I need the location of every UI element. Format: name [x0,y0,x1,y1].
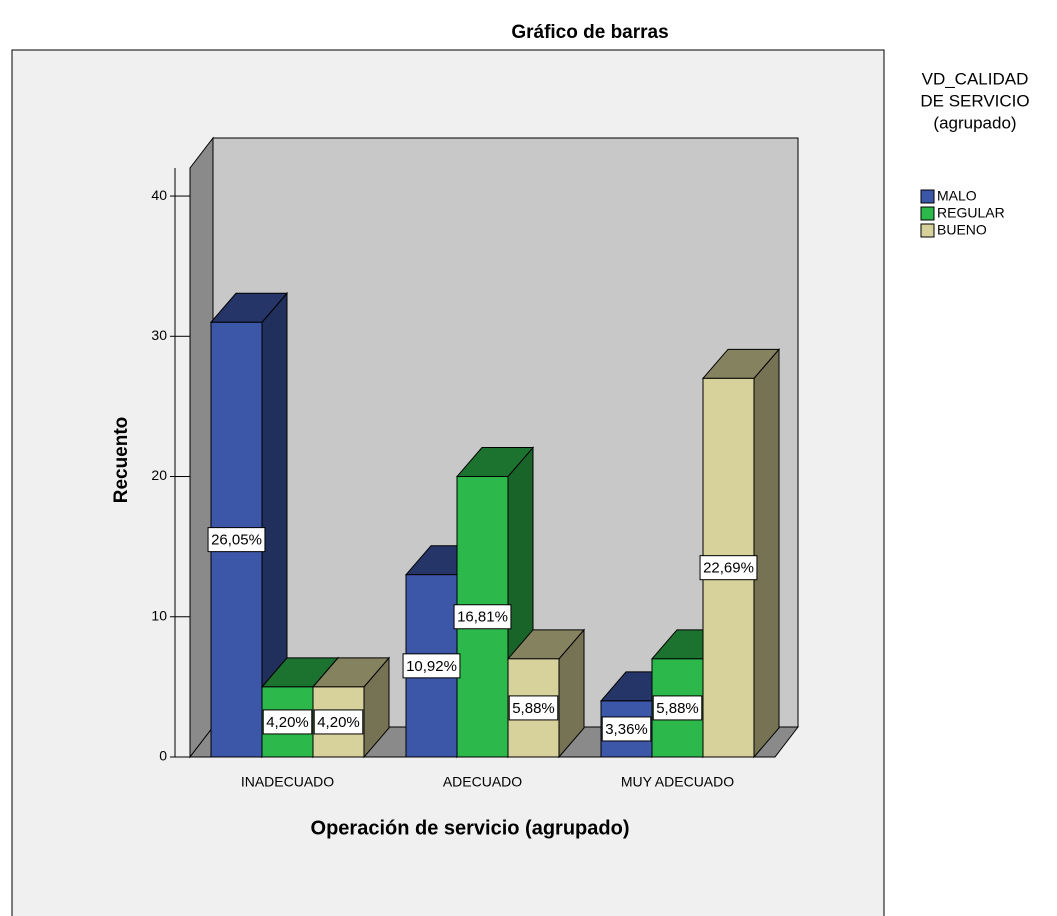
bar [701,348,781,759]
data-label-box [262,709,313,735]
y-tick-label: 0 [159,748,167,764]
side-wall [189,136,214,759]
legend-title: VD_CALIDAD [922,69,1029,88]
data-label: 10,92% [406,658,457,675]
bar-side [753,348,780,759]
y-axis-label: Recuento [111,417,132,504]
data-label-box [508,695,559,721]
legend-label: MALO [937,188,977,204]
legend-swatch [920,223,935,238]
data-label: 4,20% [317,714,360,731]
legend-label: BUENO [937,222,987,238]
data-label: 3,36% [605,721,648,738]
legend-title: DE SERVICIO [920,91,1029,110]
data-label-box [601,716,652,742]
y-tick-label: 10 [151,607,167,623]
data-label-box [453,604,512,630]
legend-label: REGULAR [937,205,1005,221]
data-label: 5,88% [512,700,555,717]
y-tick-label: 30 [151,327,167,343]
data-label-box [402,653,461,679]
x-axis-label: Operación de servicio (agrupado) [311,817,630,839]
data-label-box [313,709,364,735]
y-tick-label: 20 [151,467,167,483]
data-label: 26,05% [211,532,262,549]
y-tick-label: 40 [151,187,167,203]
x-tick-label: MUY ADECUADO [621,774,734,790]
legend-swatch [920,189,935,204]
data-label-box [699,555,758,581]
data-label: 16,81% [457,609,508,626]
data-label-box [207,527,266,553]
chart-title: Gráfico de barras [511,22,668,43]
legend-swatch [920,206,935,221]
data-label: 5,88% [656,700,699,717]
legend-title: (agrupado) [933,113,1016,132]
x-tick-label: ADECUADO [443,774,522,790]
data-label: 22,69% [703,560,754,577]
data-label: 4,20% [266,714,309,731]
x-tick-label: INADECUADO [241,774,334,790]
data-label-box [652,695,703,721]
bar [506,628,586,759]
